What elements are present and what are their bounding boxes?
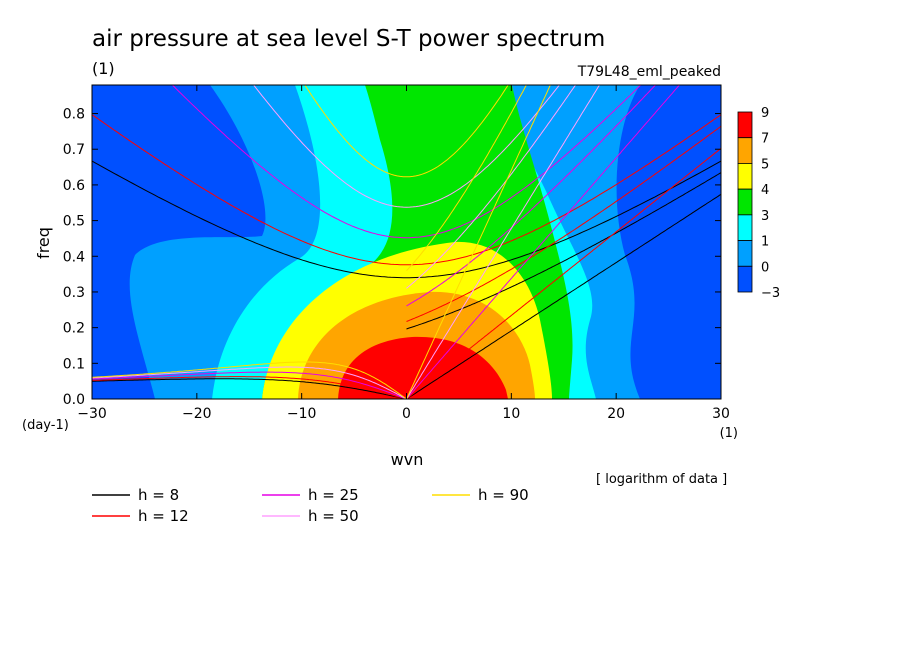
data-note: [ logarithm of data ]	[596, 472, 727, 487]
dispersion-curves	[92, 85, 721, 399]
colorbar-label: 7	[761, 132, 769, 147]
x-tick-label: 0	[402, 406, 411, 422]
colorbar-swatch	[737, 188, 753, 216]
y-axis-unit: (day-1)	[22, 418, 69, 433]
colorbar: 9 7 5 4 3 1 0 −3	[737, 106, 780, 301]
x-tick-label: 20	[607, 406, 625, 422]
run-label: T79L48_eml_peaked	[577, 64, 721, 80]
x-tick-label: 10	[502, 406, 520, 422]
y-axis-label: freq	[34, 227, 53, 259]
y-tick-label: 0.3	[63, 285, 85, 301]
chart-subtitle: (1)	[92, 59, 115, 78]
colorbar-label: 1	[761, 235, 769, 250]
colorbar-label: 4	[761, 183, 769, 198]
colorbar-label: 0	[761, 260, 769, 275]
dispersion-curve	[92, 114, 721, 266]
colorbar-label: −3	[761, 286, 780, 301]
dispersion-curve	[92, 378, 407, 399]
x-tick-label: −10	[287, 406, 317, 422]
dispersion-curve	[92, 371, 407, 399]
dispersion-curve	[92, 376, 407, 399]
dispersion-curve	[92, 160, 721, 279]
x-tick-label: 30	[712, 406, 730, 422]
colorbar-label: 5	[761, 157, 769, 172]
colorbar-swatch	[737, 137, 753, 164]
legend-entry-label: h = 25	[308, 486, 359, 504]
y-tick-label: 0.8	[63, 107, 85, 123]
y-tick-label: 0.7	[63, 142, 85, 158]
dispersion-curve	[171, 85, 642, 239]
x-axis-label: wvn	[391, 450, 424, 469]
dispersion-curve	[406, 147, 721, 399]
colorbar-swatch	[737, 240, 753, 267]
contour-field	[92, 85, 721, 399]
colorbar-swatch	[737, 265, 753, 293]
dispersion-curve	[92, 366, 407, 399]
y-tick-label: 0.0	[63, 392, 85, 408]
colorbar-label: 3	[761, 209, 769, 224]
y-tick-label: 0.2	[63, 321, 85, 337]
dispersion-curve	[253, 85, 560, 208]
colorbar-swatch	[737, 111, 753, 139]
dispersion-curve	[406, 85, 527, 272]
colorbar-swatch	[737, 214, 753, 241]
dispersion-curve	[406, 85, 601, 399]
dispersion-curve	[304, 85, 509, 178]
y-tick-label: 0.1	[63, 356, 85, 372]
y-tick-label: 0.5	[63, 214, 85, 230]
y-tick-label: 0.4	[63, 249, 85, 265]
chart-title: air pressure at sea level S-T power spec…	[92, 26, 605, 52]
x-axis: −30 −20 −10 0 10 20 30	[77, 85, 730, 422]
legend-entry-label: h = 50	[308, 507, 359, 525]
dispersion-curve	[92, 361, 407, 399]
colorbar-swatch	[737, 163, 753, 190]
legend-entry-label: h = 8	[138, 486, 179, 504]
x-tick-label: −20	[182, 406, 212, 422]
dispersion-curve	[406, 193, 721, 399]
y-axis: 0.0 0.1 0.2 0.3 0.4 0.5 0.6 0.7 0.8	[63, 107, 721, 408]
x-tick-label: −30	[77, 406, 107, 422]
y-tick-label: 0.6	[63, 178, 85, 194]
legend: h = 8 h = 12 h = 25 h = 50 h = 90	[92, 486, 529, 525]
dispersion-curve	[406, 172, 721, 330]
legend-entry-label: h = 12	[138, 507, 189, 525]
dispersion-curve	[406, 85, 681, 399]
legend-entry-label: h = 90	[478, 486, 529, 504]
colorbar-label: 9	[761, 106, 769, 121]
x-axis-unit: (1)	[720, 426, 738, 441]
dispersion-curve	[406, 125, 721, 322]
dispersion-curve	[406, 85, 577, 289]
dispersion-curve	[406, 85, 551, 399]
dispersion-curve	[406, 85, 657, 307]
